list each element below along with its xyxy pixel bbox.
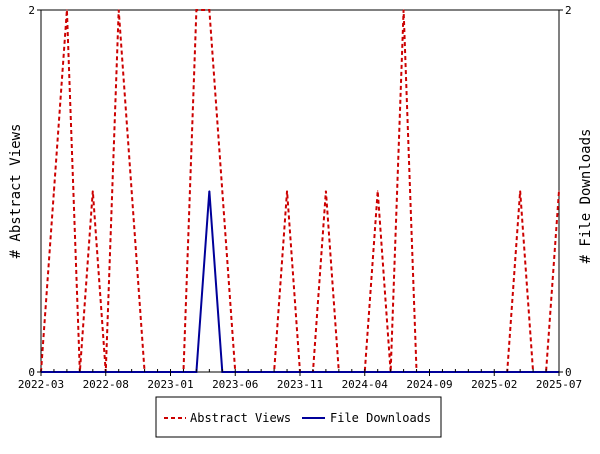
y-axis-ticks: 0 2 0 2 [28,4,571,379]
x-tick-label: 2022-08 [83,378,129,391]
data-point-abstract-views [92,190,94,192]
data-point-abstract-views [221,190,223,192]
x-tick-label: 2022-03 [18,378,64,391]
data-point-abstract-views [53,190,55,192]
x-tick-label: 2024-04 [342,378,389,391]
data-point-file-downloads [208,190,210,192]
y-left-tick-label: 2 [28,4,35,17]
data-point-abstract-views [286,190,288,192]
data-point-abstract-views [558,190,560,192]
data-point-abstract-views [377,190,379,192]
data-point-abstract-views [208,9,210,11]
legend-label-file-downloads: File Downloads [330,411,431,425]
x-tick-label: 2025-07 [536,378,582,391]
x-tick-label: 2023-06 [212,378,258,391]
legend-box [155,396,442,438]
data-point-abstract-views [195,9,197,11]
data-point-abstract-views [66,9,68,11]
data-point-abstract-views [131,190,133,192]
y-axis-left-title: # Abstract Views [8,124,24,259]
data-point-abstract-views [403,9,405,11]
x-tick-label: 2023-11 [277,378,323,391]
data-point-abstract-views [325,190,327,192]
x-axis-ticks: 2022-03 2022-08 2023-01 2023-06 2023-11 2024-… [18,369,582,391]
y-left-tick-label: 0 [28,366,35,379]
y-axis-right-title: # File Downloads [578,129,594,264]
legend: Abstract Views File Downloads [155,396,442,438]
x-tick-label: 2023-01 [147,378,193,391]
legend-label-abstract-views: Abstract Views [190,411,291,425]
y-right-tick-label: 2 [565,4,572,17]
x-tick-label: 2025-02 [471,378,517,391]
data-point-abstract-views [118,9,120,11]
y-right-tick-label: 0 [565,366,572,379]
data-point-abstract-views [519,190,521,192]
x-tick-label: 2024-09 [406,378,452,391]
plot-area [40,9,560,373]
